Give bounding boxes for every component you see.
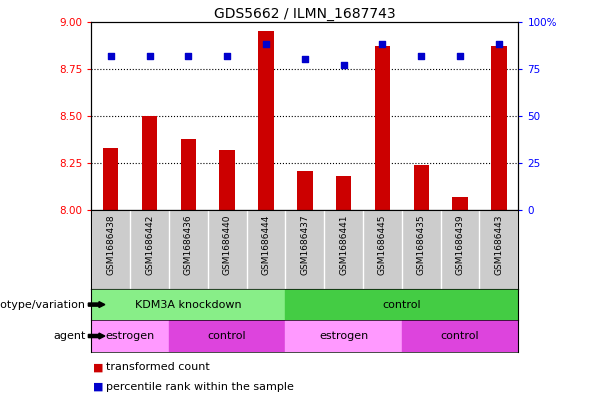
Text: agent: agent — [53, 331, 85, 341]
Bar — [336, 176, 352, 210]
Text: GSM1686440: GSM1686440 — [223, 214, 231, 275]
Text: GSM1686435: GSM1686435 — [417, 214, 426, 275]
Point — [455, 52, 465, 59]
Text: percentile rank within the sample: percentile rank within the sample — [106, 382, 294, 392]
Text: GSM1686445: GSM1686445 — [378, 214, 387, 275]
Title: GDS5662 / ILMN_1687743: GDS5662 / ILMN_1687743 — [214, 7, 396, 20]
Text: transformed count: transformed count — [106, 362, 210, 373]
Point — [184, 52, 193, 59]
Bar — [220, 150, 235, 210]
Text: ■: ■ — [93, 382, 104, 392]
Text: GSM1686441: GSM1686441 — [339, 214, 348, 275]
Bar — [286, 289, 518, 320]
Point — [145, 52, 154, 59]
Text: estrogen: estrogen — [319, 331, 368, 341]
Text: genotype/variation: genotype/variation — [0, 299, 85, 310]
Bar — [297, 171, 313, 210]
Point — [416, 52, 426, 59]
Text: GSM1686436: GSM1686436 — [184, 214, 193, 275]
Text: GSM1686439: GSM1686439 — [455, 214, 465, 275]
Bar — [181, 139, 196, 210]
Bar — [452, 197, 468, 210]
Bar — [286, 320, 402, 352]
Text: GSM1686443: GSM1686443 — [494, 214, 504, 275]
Point — [106, 52, 115, 59]
Text: ■: ■ — [93, 362, 104, 373]
Text: estrogen: estrogen — [105, 331, 155, 341]
Point — [262, 41, 271, 48]
Bar — [402, 320, 518, 352]
Point — [339, 62, 348, 68]
Text: KDM3A knockdown: KDM3A knockdown — [135, 299, 241, 310]
Text: control: control — [208, 331, 246, 341]
Bar — [103, 148, 118, 210]
Point — [494, 41, 504, 48]
Bar — [375, 46, 391, 210]
Bar — [258, 31, 274, 210]
Text: control: control — [382, 299, 421, 310]
Bar — [142, 116, 157, 210]
Text: GSM1686442: GSM1686442 — [145, 214, 154, 275]
Bar — [491, 46, 507, 210]
Text: GSM1686438: GSM1686438 — [106, 214, 115, 275]
Point — [378, 41, 387, 48]
Point — [223, 52, 232, 59]
Text: GSM1686444: GSM1686444 — [262, 214, 270, 275]
Text: GSM1686437: GSM1686437 — [300, 214, 309, 275]
Bar — [91, 320, 169, 352]
Text: control: control — [441, 331, 479, 341]
Point — [300, 56, 310, 62]
Bar — [91, 289, 286, 320]
Bar — [413, 165, 429, 210]
Bar — [169, 320, 286, 352]
